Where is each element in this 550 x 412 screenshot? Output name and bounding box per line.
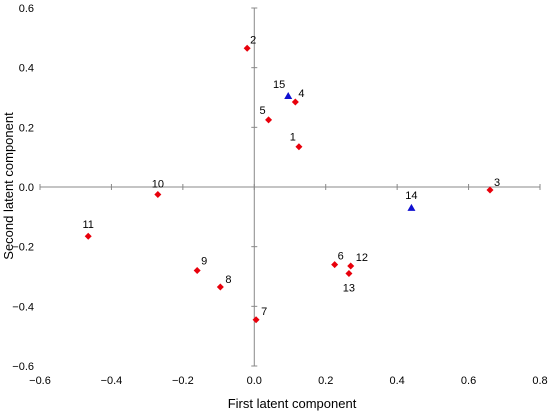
diamond-marker <box>347 262 355 270</box>
point-label: 12 <box>356 252 368 264</box>
triangle-marker <box>284 92 293 100</box>
x-tick-label: 0.4 <box>389 375 404 387</box>
diamond-marker <box>84 232 92 240</box>
x-tick-label: 0.2 <box>318 375 333 387</box>
y-tick-label: 0.4 <box>19 63 34 75</box>
y-axis-ticks: −0.6 −0.4 −0.2 0.0 0.2 0.4 0.6 <box>12 3 258 373</box>
y-tick-label: 0.0 <box>19 182 34 194</box>
y-tick-label: −0.4 <box>12 301 34 313</box>
point-label: 3 <box>494 177 500 189</box>
x-axis-title: First latent component <box>228 396 357 411</box>
diamond-marker <box>486 186 494 194</box>
diamond-marker <box>193 267 201 275</box>
x-axis-ticks: −0.6 −0.4 −0.2 0.0 0.2 0.4 0.6 0.8 <box>29 184 548 387</box>
point-label: 5 <box>259 105 265 117</box>
point-label: 11 <box>83 219 94 231</box>
point-label: 9 <box>201 256 207 268</box>
diamond-marker <box>265 116 273 124</box>
y-tick-label: −0.2 <box>12 242 34 254</box>
x-tick-label: 0.6 <box>461 375 476 387</box>
y-tick-label: −0.6 <box>12 361 34 373</box>
triangle-marker <box>407 203 416 211</box>
x-tick-label: −0.2 <box>172 375 194 387</box>
diamond-marker <box>331 261 339 269</box>
point-label: 8 <box>225 274 231 286</box>
diamond-marker <box>295 143 303 151</box>
y-tick-label: 0.6 <box>19 3 34 15</box>
point-label: 1 <box>290 132 296 144</box>
x-tick-label: 0.8 <box>532 375 547 387</box>
diamond-marker <box>345 270 353 278</box>
diamond-marker <box>291 98 299 106</box>
x-tick-label: −0.6 <box>29 375 51 387</box>
diamond-marker <box>216 283 224 291</box>
point-label: 13 <box>343 283 355 295</box>
y-axis-title: Second latent component <box>1 112 16 260</box>
point-label: 15 <box>273 79 285 91</box>
point-label: 14 <box>405 190 417 202</box>
point-label: 2 <box>250 34 256 46</box>
x-tick-label: 0.0 <box>247 375 262 387</box>
diamond-marker <box>252 316 260 324</box>
point-label: 6 <box>338 251 344 263</box>
point-label: 10 <box>152 178 164 190</box>
y-tick-label: 0.2 <box>19 122 34 134</box>
diamond-marker <box>154 190 162 198</box>
diamond-marker <box>243 44 251 52</box>
point-label: 7 <box>261 306 267 318</box>
x-tick-label: −0.4 <box>101 375 123 387</box>
point-label: 4 <box>298 88 304 100</box>
